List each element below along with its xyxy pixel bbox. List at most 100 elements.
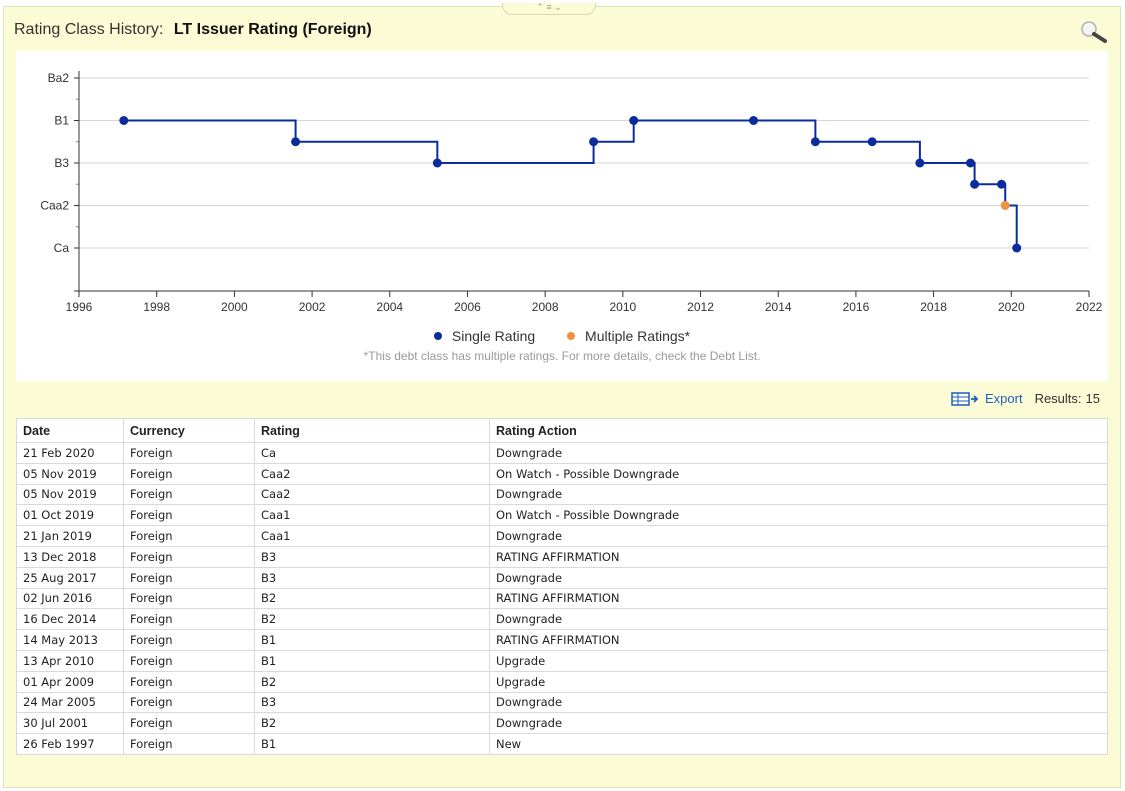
column-header-rating[interactable]: Rating	[254, 418, 490, 443]
rating-chart: Ba2 B1 B3 Caa2 Ca 1996 1998 2000 2002 2004 2006 200…	[16, 51, 1108, 381]
table-row: 05 Nov 2019 Foreign Caa2 Downgrade	[16, 483, 1108, 506]
y-tick-label: Caa2	[40, 199, 69, 213]
cell-date: 02 Jun 2016	[16, 587, 124, 610]
cell-date: 01 Apr 2009	[16, 670, 124, 693]
table-row: 21 Feb 2020 Foreign Ca Downgrade	[16, 442, 1108, 464]
cell-date: 24 Mar 2005	[16, 691, 124, 714]
single-rating-point	[432, 158, 442, 168]
export-icon	[951, 391, 979, 406]
single-rating-point	[291, 137, 301, 147]
single-rating-point	[915, 158, 925, 168]
cell-date: 21 Jan 2019	[16, 525, 124, 547]
cell-currency: Foreign	[123, 733, 255, 755]
cell-currency: Foreign	[123, 649, 255, 672]
column-header-currency[interactable]: Currency	[123, 418, 255, 443]
y-tick-label: B1	[54, 114, 69, 128]
x-tick-label: 2012	[687, 300, 714, 314]
multiple-ratings-point	[1000, 201, 1010, 210]
single-rating-point	[970, 179, 980, 189]
rating-step-line	[123, 119, 1018, 248]
table-row: 02 Jun 2016 Foreign B2 RATING AFFIRMATION	[16, 587, 1108, 610]
legend-single-rating[interactable]: Single Rating	[433, 328, 535, 344]
cell-date: 26 Feb 1997	[16, 733, 124, 755]
cell-action: Downgrade	[489, 525, 1108, 547]
single-rating-point	[589, 137, 599, 147]
table-row: 30 Jul 2001 Foreign B2 Downgrade	[16, 712, 1108, 735]
table-row: 01 Apr 2009 Foreign B2 Upgrade	[16, 670, 1108, 693]
cell-rating: B1	[254, 629, 490, 651]
cell-currency: Foreign	[123, 483, 255, 506]
cell-action: RATING AFFIRMATION	[489, 587, 1108, 610]
cell-date: 05 Nov 2019	[16, 462, 124, 485]
cell-action: RATING AFFIRMATION	[489, 545, 1108, 568]
cell-currency: Foreign	[123, 587, 255, 610]
single-rating-point	[749, 116, 759, 125]
single-rating-point	[810, 137, 820, 147]
legend-single-dot	[433, 332, 442, 340]
cell-currency: Foreign	[123, 462, 255, 485]
single-rating-point	[1012, 243, 1022, 253]
cell-currency: Foreign	[123, 608, 255, 631]
cell-date: 25 Aug 2017	[16, 566, 124, 589]
cell-date: 05 Nov 2019	[16, 483, 124, 506]
cell-date: 21 Feb 2020	[16, 442, 124, 464]
cell-currency: Foreign	[123, 712, 255, 735]
title-label: Rating Class History:	[14, 21, 164, 38]
cell-currency: Foreign	[123, 504, 255, 527]
y-tick-label: Ca	[54, 241, 70, 255]
x-tick-label: 2014	[765, 300, 792, 314]
cell-rating: Caa2	[254, 483, 490, 506]
cell-rating: B2	[254, 670, 490, 693]
cell-action: Downgrade	[489, 483, 1108, 506]
x-tick-label: 1996	[66, 300, 93, 314]
y-tick-label: Ba2	[48, 71, 70, 85]
cell-rating: B2	[254, 608, 490, 631]
title-value: LT Issuer Rating (Foreign)	[173, 21, 372, 38]
cell-action: Downgrade	[489, 608, 1108, 631]
cell-rating: B2	[254, 712, 490, 735]
column-header-date[interactable]: Date	[16, 418, 124, 443]
cell-action: Downgrade	[489, 712, 1108, 735]
single-rating-point	[997, 179, 1007, 189]
rating-history-table: Date Currency Rating Rating Action 21 Fe…	[16, 418, 1108, 755]
table-row: 26 Feb 1997 Foreign B1 New	[16, 733, 1108, 755]
x-tick-label: 2002	[299, 300, 326, 314]
panel-title: Rating Class History: LT Issuer Rating (…	[14, 21, 372, 41]
cell-date: 14 May 2013	[16, 629, 124, 651]
collapse-handle[interactable]: ⌃ ≡ ⌄	[502, 3, 596, 15]
y-tick-label: B3	[54, 156, 69, 170]
results-label: Results:	[1034, 391, 1082, 406]
legend-multiple-dot	[567, 332, 576, 340]
zoom-icon[interactable]	[1078, 19, 1108, 43]
cell-action: Upgrade	[489, 649, 1108, 672]
single-rating-point	[867, 137, 877, 147]
cell-rating: B1	[254, 649, 490, 672]
x-tick-label: 2016	[843, 300, 870, 314]
results-value: 15	[1085, 391, 1100, 406]
table-header-row: Date Currency Rating Rating Action	[16, 418, 1108, 443]
cell-date: 01 Oct 2019	[16, 504, 124, 527]
x-tick-label: 2010	[609, 300, 636, 314]
cell-rating: B3	[254, 545, 490, 568]
single-rating-point	[965, 158, 975, 168]
column-header-rating-action[interactable]: Rating Action	[489, 418, 1108, 443]
cell-currency: Foreign	[123, 442, 255, 464]
cell-action: Downgrade	[489, 566, 1108, 589]
cell-date: 16 Dec 2014	[16, 608, 124, 631]
cell-action: On Watch - Possible Downgrade	[489, 504, 1108, 527]
x-tick-label: 2000	[221, 300, 248, 314]
results-count: Results: 15	[1035, 391, 1100, 406]
cell-rating: Caa2	[254, 462, 490, 485]
cell-action: Downgrade	[489, 442, 1108, 464]
cell-currency: Foreign	[123, 525, 255, 547]
table-row: 21 Jan 2019 Foreign Caa1 Downgrade	[16, 525, 1108, 547]
export-button[interactable]: Export	[951, 391, 1023, 406]
cell-currency: Foreign	[123, 545, 255, 568]
export-label: Export	[984, 391, 1023, 406]
cell-date: 13 Apr 2010	[16, 649, 124, 672]
rating-chart-svg: Ba2 B1 B3 Caa2 Ca 1996 1998 2000 2002 2004 2006 200…	[40, 71, 1103, 314]
table-toolbar: Export Results: 15	[951, 391, 1100, 406]
legend-multiple-ratings[interactable]: Multiple Ratings*	[567, 328, 690, 344]
x-tick-label: 2006	[454, 300, 481, 314]
table-row: 14 May 2013 Foreign B1 RATING AFFIRMATION	[16, 629, 1108, 651]
